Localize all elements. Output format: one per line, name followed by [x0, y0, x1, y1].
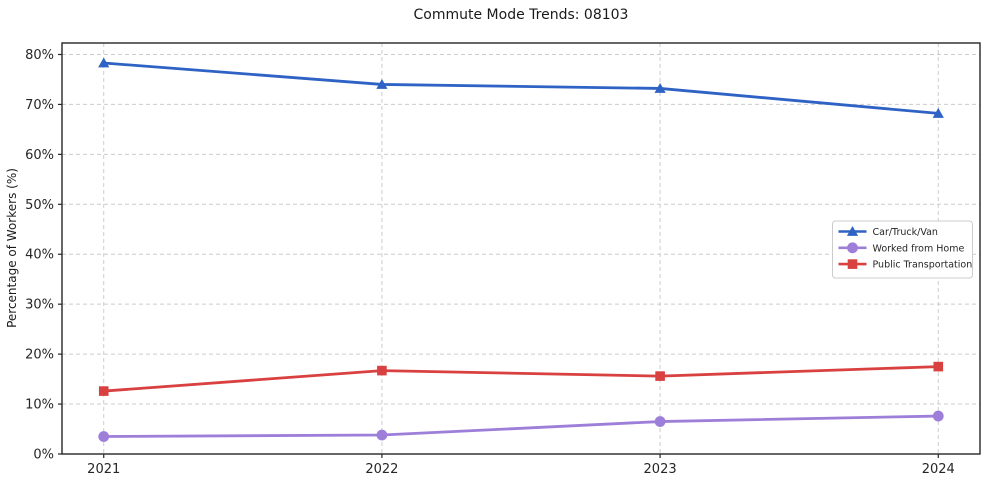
data-point-public-transportation: [377, 365, 387, 376]
data-point-worked-from-home: [376, 429, 388, 441]
x-tick-label: 2023: [644, 462, 677, 477]
legend-label: Worked from Home: [873, 243, 965, 254]
data-point-worked-from-home: [932, 410, 944, 422]
data-point-worked-from-home: [654, 416, 666, 427]
y-tick-label: 50%: [25, 198, 54, 213]
legend-marker-circle: [847, 242, 858, 254]
legend-marker-triangle: [846, 226, 859, 236]
legend-label: Public Transportation: [873, 260, 973, 271]
data-point-public-transportation: [655, 371, 665, 381]
data-point-car-truck-van: [654, 82, 666, 93]
y-tick-label: 20%: [25, 348, 54, 363]
x-tick-label: 2022: [365, 462, 398, 477]
y-tick-label: 60%: [25, 148, 54, 163]
series-line-public-transportation: [103, 365, 939, 393]
data-point-worked-from-home: [98, 431, 110, 442]
data-point-car-truck-van: [932, 107, 944, 118]
legend-marker-square: [847, 259, 858, 269]
chart-title: Commute Mode Trends: 08103: [413, 7, 629, 23]
data-point-car-truck-van: [98, 57, 110, 68]
series-line-car-truck-van: [103, 61, 939, 115]
x-tick-label: 2021: [87, 462, 120, 477]
plot-border: [61, 42, 981, 455]
y-tick-label: 30%: [25, 298, 54, 313]
series-line-worked-from-home: [103, 414, 939, 438]
y-axis-label: Percentage of Workers (%): [5, 168, 19, 328]
legend-label: Car/Truck/Van: [873, 227, 938, 238]
y-tick-label: 0%: [33, 448, 54, 463]
data-point-public-transportation: [933, 361, 944, 372]
x-tick-label: 2024: [922, 462, 955, 477]
legend-box: [832, 220, 973, 279]
y-tick-label: 40%: [25, 248, 54, 263]
y-tick-label: 70%: [25, 98, 54, 113]
data-point-car-truck-van: [376, 78, 388, 89]
y-tick-label: 80%: [25, 48, 54, 63]
data-point-public-transportation: [98, 386, 109, 396]
y-tick-label: 10%: [25, 398, 54, 413]
